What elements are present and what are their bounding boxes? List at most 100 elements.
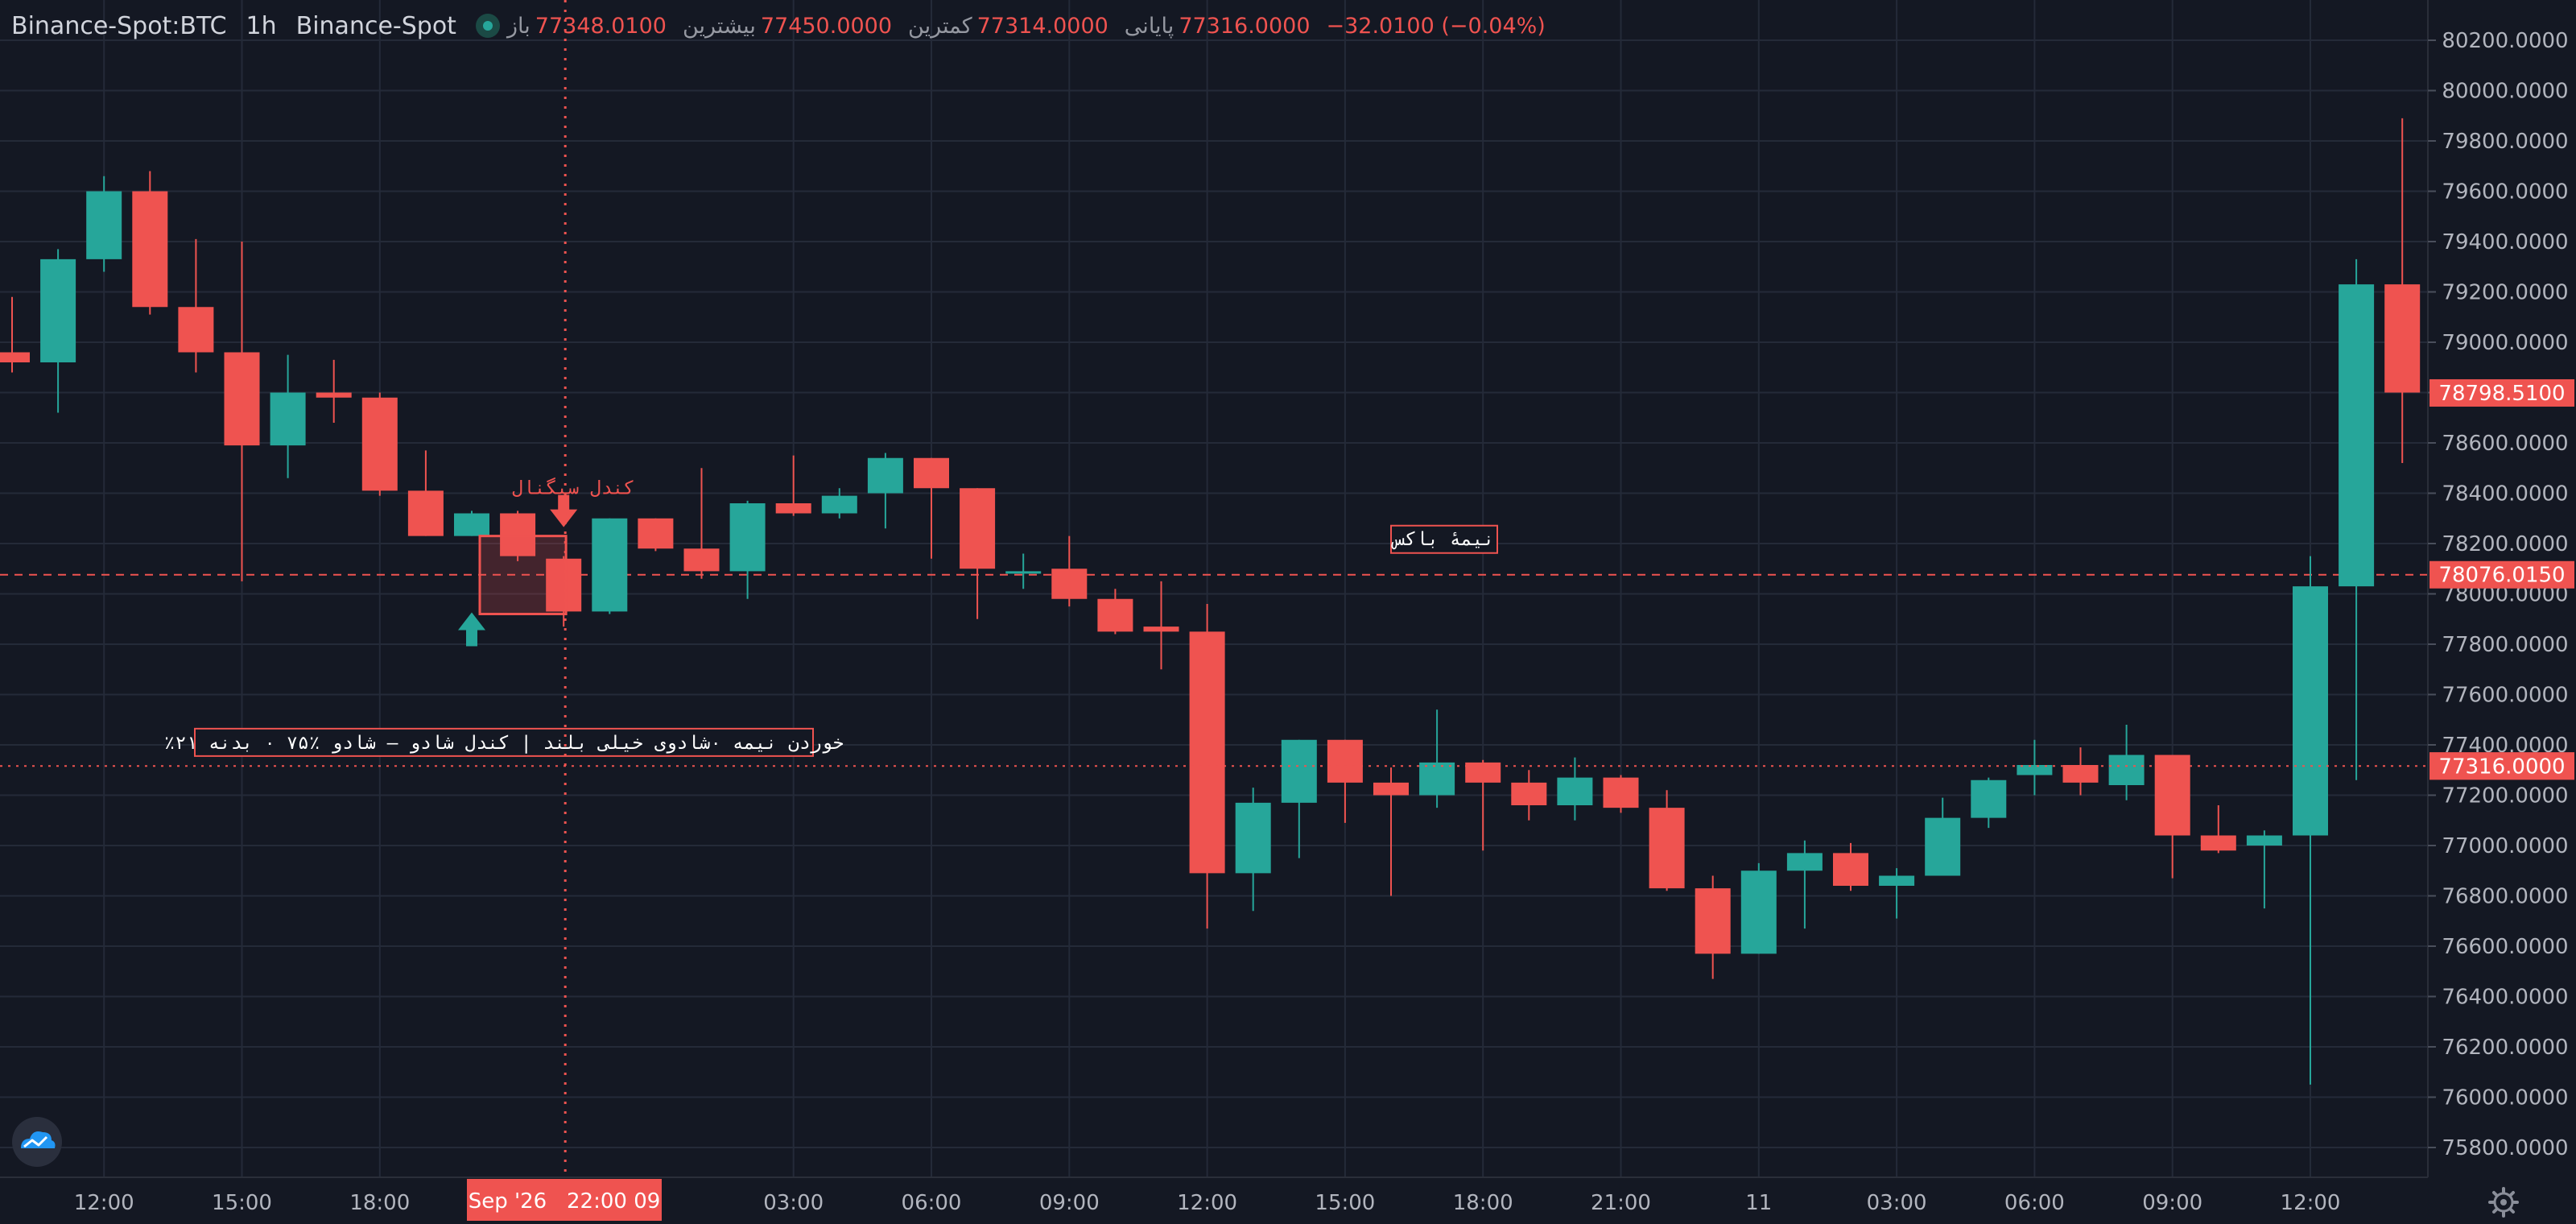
candle-body — [178, 307, 214, 353]
candle-body — [1786, 853, 1823, 871]
candle[interactable] — [2200, 805, 2236, 854]
time-axis[interactable]: 12:00 15:00 18:00 03:00 06:00 09:00 12:00 15:00… — [0, 1176, 2428, 1215]
candle[interactable] — [1235, 788, 1271, 912]
info-box-frame — [194, 727, 814, 757]
candle[interactable] — [2339, 258, 2375, 780]
candle[interactable] — [1051, 536, 1088, 607]
candle[interactable] — [40, 249, 76, 413]
candle[interactable] — [775, 455, 811, 516]
price-tick-label: 78600.0000 — [2442, 432, 2568, 456]
candle[interactable] — [1557, 757, 1593, 821]
candle[interactable] — [500, 511, 536, 561]
candle-body — [1971, 779, 2007, 818]
candle-body — [1281, 739, 1317, 803]
candle[interactable] — [316, 359, 352, 423]
candle-body — [914, 457, 949, 489]
half-box-annotation[interactable]: نیمهٔ باکس — [1390, 524, 1498, 554]
candle-body — [2154, 755, 2190, 836]
info-annotation[interactable]: ٪خوردن نیمه ۰شادوی خیلی بلند | کندل شادو… — [164, 727, 844, 757]
candle[interactable] — [1603, 775, 1639, 813]
candle[interactable] — [270, 354, 306, 478]
candle[interactable] — [2154, 755, 2190, 879]
candle[interactable] — [454, 511, 489, 536]
candle[interactable] — [86, 176, 122, 272]
price-tick-label: 76600.0000 — [2442, 935, 2568, 959]
candle[interactable] — [2384, 118, 2421, 463]
candle-body — [1557, 777, 1593, 805]
time-tick-label: 21:00 — [1591, 1191, 1651, 1215]
candle[interactable] — [821, 488, 857, 519]
candle-body — [1833, 853, 1868, 886]
time-tick-label: 15:00 — [1315, 1191, 1375, 1215]
candle[interactable] — [1649, 790, 1685, 891]
candle[interactable] — [132, 171, 168, 315]
candle[interactable] — [2017, 739, 2053, 796]
gear-icon[interactable] — [2488, 1187, 2519, 1218]
symbol-name[interactable]: Binance-Spot:BTC — [11, 11, 227, 40]
high-value: 77450.0000 — [760, 13, 893, 39]
price-tick-label: 77200.0000 — [2442, 784, 2568, 808]
candle[interactable] — [1465, 759, 1501, 851]
candle[interactable] — [224, 242, 260, 581]
status-dot-icon — [475, 14, 500, 38]
candle[interactable] — [1143, 581, 1179, 670]
candle[interactable] — [1327, 739, 1363, 823]
candle-body — [1649, 808, 1685, 889]
candle-body — [683, 548, 720, 572]
candle-body — [407, 490, 444, 536]
price-tick-label: 80200.0000 — [2442, 29, 2568, 53]
candle[interactable] — [638, 518, 674, 552]
candle[interactable] — [1740, 862, 1777, 954]
candle-body — [638, 518, 674, 549]
candle-body — [270, 392, 306, 446]
candle[interactable] — [1281, 739, 1317, 858]
tradingview-cloud-icon[interactable] — [12, 1117, 62, 1167]
candle[interactable] — [1511, 770, 1547, 821]
close-value: 77316.0000 — [1179, 13, 1311, 39]
candle-body — [1419, 762, 1455, 796]
candle-body — [867, 457, 903, 494]
candle[interactable] — [2293, 556, 2328, 1085]
signal-box[interactable] — [478, 535, 568, 615]
candle[interactable] — [1879, 868, 1915, 919]
candle[interactable] — [1005, 553, 1042, 589]
time-tick-label: 12:00 — [1177, 1191, 1237, 1215]
interval-label[interactable]: 1h — [246, 11, 277, 40]
candle[interactable] — [592, 518, 628, 614]
candle[interactable] — [0, 296, 30, 373]
price-tick-label: 76800.0000 — [2442, 885, 2568, 909]
candle[interactable] — [2062, 747, 2099, 796]
signal-candle-label: کندل سیگنال — [512, 478, 634, 499]
signal-down-arrow-icon — [550, 494, 578, 527]
candle[interactable] — [1925, 797, 1961, 876]
candle[interactable] — [914, 457, 949, 559]
candle[interactable] — [1097, 589, 1133, 635]
candle[interactable] — [178, 238, 214, 373]
candle-body — [500, 513, 536, 556]
price-marker-label-bg — [2429, 560, 2574, 589]
candle[interactable] — [2108, 725, 2145, 800]
candle[interactable] — [1786, 840, 1823, 929]
candle[interactable] — [960, 488, 996, 619]
time-tick-label: 11 — [1745, 1191, 1772, 1215]
candle[interactable] — [1695, 875, 1731, 979]
candle[interactable] — [2246, 830, 2282, 909]
candle[interactable] — [1833, 842, 1868, 891]
candle[interactable] — [867, 453, 903, 529]
candle[interactable] — [1419, 709, 1455, 808]
candle[interactable] — [361, 392, 398, 496]
candle[interactable] — [1971, 777, 2007, 829]
price-tick-label: 77000.0000 — [2442, 834, 2568, 858]
price-axis[interactable]: 75800.0000 76000.0000 76200.0000 76400.0000… — [2427, 0, 2569, 1177]
candle[interactable] — [407, 450, 444, 536]
legend-symbol-block[interactable]: Binance-Spot:BTC 1h Binance-Spot — [11, 10, 500, 42]
candle-body — [1235, 802, 1271, 874]
candle[interactable] — [683, 468, 720, 579]
exchange-label[interactable]: Binance-Spot — [295, 11, 456, 40]
candle[interactable] — [1373, 767, 1409, 896]
candle-body — [546, 558, 582, 612]
candle[interactable] — [729, 500, 766, 599]
candle[interactable] — [1189, 604, 1225, 929]
